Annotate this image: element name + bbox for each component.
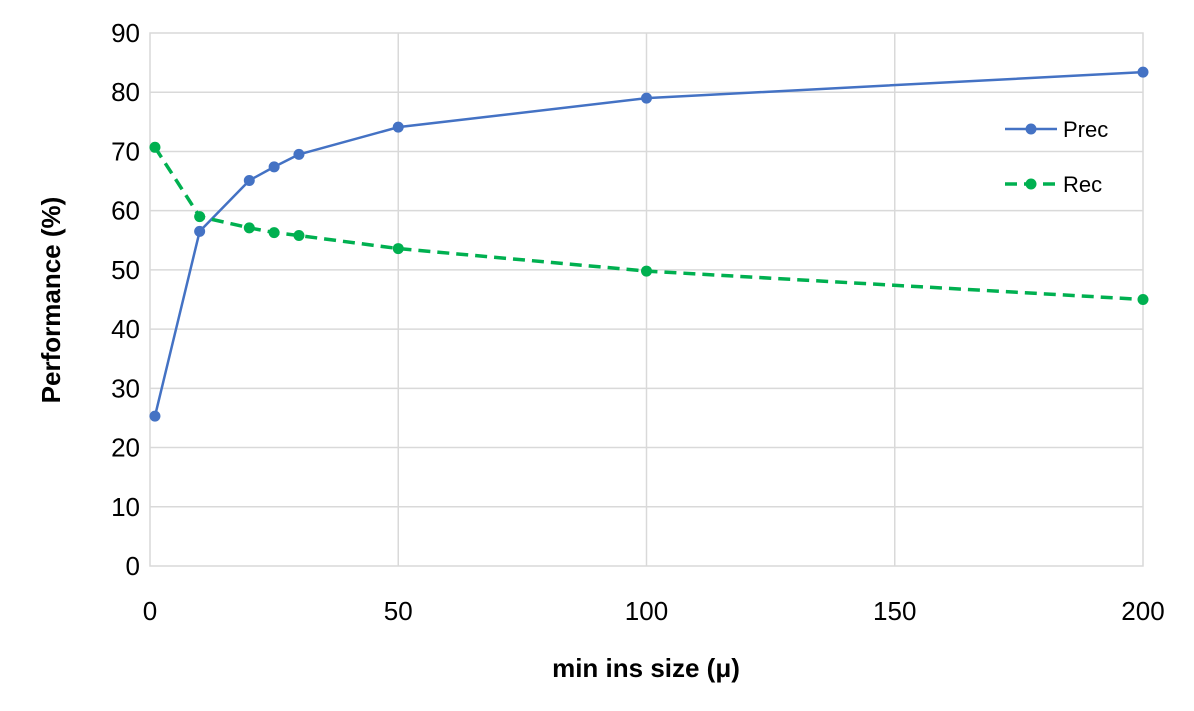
data-point-rec <box>243 222 255 234</box>
y-tick-label: 20 <box>111 433 140 463</box>
gridlines <box>150 33 1143 566</box>
series-layer <box>149 66 1149 422</box>
data-point-prec <box>268 161 280 173</box>
data-point-rec <box>194 211 206 223</box>
y-tick-label: 10 <box>111 492 140 522</box>
x-tick-label: 150 <box>873 596 916 626</box>
data-point-rec <box>293 230 305 242</box>
data-point-prec <box>641 92 652 104</box>
y-tick-label: 70 <box>111 136 140 166</box>
legend-marker-prec <box>1025 123 1037 135</box>
data-point-prec <box>392 121 404 133</box>
x-tick-label: 200 <box>1121 596 1164 626</box>
y-axis-title: Performance (%) <box>36 197 66 404</box>
y-tick-label: 30 <box>111 373 140 403</box>
data-point-rec <box>641 265 652 277</box>
legend-label-rec: Rec <box>1063 172 1102 197</box>
x-tick-labels: 0 50 100 150 200 <box>143 596 1165 626</box>
y-tick-label: 60 <box>111 196 140 226</box>
series-line-prec <box>153 70 1144 417</box>
data-point-prec <box>1137 66 1149 78</box>
data-point-prec <box>149 410 161 422</box>
legend-marker-rec <box>1025 178 1037 190</box>
y-tick-label: 90 <box>111 18 140 48</box>
data-point-prec <box>293 148 305 160</box>
x-tick-label: 0 <box>143 596 157 626</box>
data-point-prec <box>194 225 206 237</box>
legend: Prec Rec <box>1005 117 1108 197</box>
x-tick-label: 100 <box>625 596 668 626</box>
data-point-rec <box>1137 294 1149 305</box>
data-point-rec <box>149 141 161 153</box>
y-tick-label: 80 <box>111 77 140 107</box>
y-tick-label: 50 <box>111 255 140 285</box>
data-point-rec <box>268 227 280 239</box>
y-tick-label: 40 <box>111 314 140 344</box>
y-tick-labels: 0 10 20 30 40 50 60 70 80 90 <box>111 18 140 581</box>
y-tick-label: 0 <box>126 551 140 581</box>
legend-label-prec: Prec <box>1063 117 1108 142</box>
data-point-rec <box>392 243 404 255</box>
x-tick-label: 50 <box>384 596 413 626</box>
x-axis-title: min ins size (μ) <box>552 653 740 683</box>
series-line-rec <box>153 146 1144 302</box>
data-point-prec <box>243 174 255 186</box>
